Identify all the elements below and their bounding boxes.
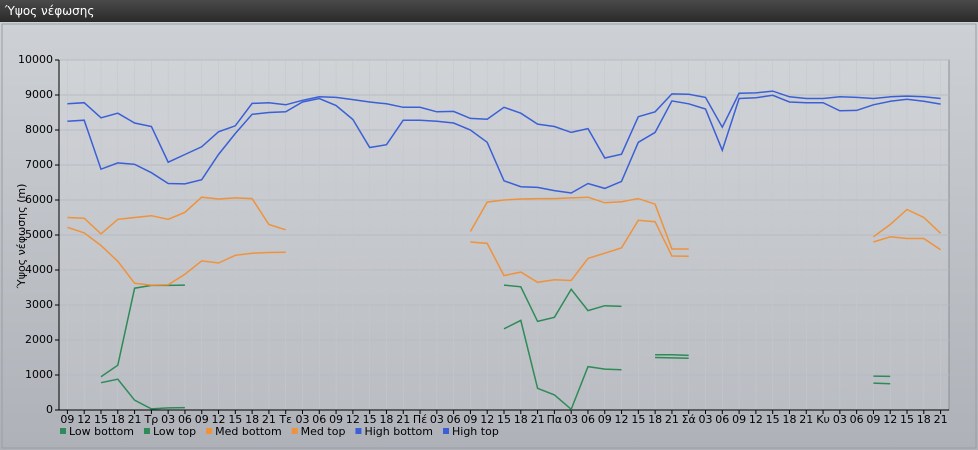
chart: Ύψος νέφωσης (m) 0 1000 2000 3000 4000 5000 60… [1, 23, 977, 449]
x-tick-label: 12 [77, 413, 91, 426]
x-tick-label: 03 [430, 413, 444, 426]
y-tick-label: 0 [46, 403, 53, 416]
y-tick-label: 1000 [25, 368, 53, 381]
x-tick-label: 09 [598, 413, 612, 426]
x-tick-label: 18 [782, 413, 796, 426]
x-tick-label: 15 [228, 413, 242, 426]
legend-label: High top [452, 425, 499, 438]
y-tick-label: 2000 [25, 333, 53, 346]
x-tick-label: 09 [732, 413, 746, 426]
x-tick-label: Τρ [144, 413, 159, 426]
x-tick-label: 21 [262, 413, 276, 426]
x-tick-label: 15 [363, 413, 377, 426]
y-tick-label: 6000 [25, 193, 53, 206]
legend-swatch [206, 428, 213, 434]
x-tick-label: 15 [900, 413, 914, 426]
x-tick-label: 09 [329, 413, 343, 426]
series-line [67, 94, 941, 194]
x-tick-label: 12 [346, 413, 360, 426]
x-tick-label: Κυ [816, 413, 830, 426]
y-tick-label: 10000 [18, 53, 53, 66]
x-tick-label: 15 [497, 413, 511, 426]
legend-label: High bottom [364, 425, 433, 438]
series-line [67, 196, 942, 250]
x-tick-label: 06 [581, 413, 595, 426]
legend-swatch [60, 428, 66, 434]
legend-swatch [143, 428, 150, 434]
x-tick-label: 18 [245, 413, 259, 426]
x-tick-label: 15 [631, 413, 645, 426]
x-tick-label: 06 [715, 413, 729, 426]
x-tick-label: 06 [447, 413, 461, 426]
x-tick-label: 12 [212, 413, 226, 426]
y-tick-label: 7000 [25, 158, 53, 171]
legend-swatch [355, 428, 362, 434]
x-tick-label: 12 [480, 413, 494, 426]
frame [1, 23, 977, 449]
x-tick-label: 03 [564, 413, 578, 426]
x-tick-label: 21 [128, 413, 142, 426]
x-tick-label: 15 [766, 413, 780, 426]
x-tick-label: Τε [278, 413, 292, 426]
x-tick-label: 03 [295, 413, 309, 426]
x-tick-label: 09 [60, 413, 74, 426]
x-tick-label: 03 [833, 413, 847, 426]
x-tick-label: 12 [883, 413, 897, 426]
x-tick-label: 18 [917, 413, 931, 426]
legend-label: Low top [153, 425, 196, 438]
legend-swatch [443, 428, 449, 434]
x-tick-label: 21 [934, 413, 948, 426]
series-line [100, 319, 891, 411]
x-tick-label: 06 [178, 413, 192, 426]
x-tick-label: 21 [665, 413, 679, 426]
y-tick-label: 5000 [25, 228, 53, 241]
title-bar: Ύψος νέφωσης [0, 0, 978, 22]
x-tick-label: 18 [514, 413, 528, 426]
legend-label: Med top [301, 425, 346, 438]
legend-label: Med bottom [215, 425, 282, 438]
y-tick-label: 4000 [25, 263, 53, 276]
x-tick-label: 21 [531, 413, 545, 426]
y-axis-label: Ύψος νέφωσης (m) [15, 184, 28, 290]
series-line [67, 90, 941, 164]
series-line [100, 284, 891, 378]
y-tick-label: 9000 [25, 88, 53, 101]
x-tick-label: 18 [111, 413, 125, 426]
x-tick-label: Σά [682, 413, 696, 426]
x-tick-label: 15 [94, 413, 108, 426]
x-tick-label: 09 [195, 413, 209, 426]
x-tick-label: 21 [799, 413, 813, 426]
x-tick-label: 21 [396, 413, 410, 426]
x-tick-label: 06 [850, 413, 864, 426]
x-tick-label: 18 [648, 413, 662, 426]
x-tick-label: Πέ [413, 413, 427, 426]
chart-title: Ύψος νέφωσης [5, 4, 95, 18]
legend-label: Low bottom [69, 425, 134, 438]
x-tick-label: 12 [749, 413, 763, 426]
x-tick-label: 09 [463, 413, 477, 426]
x-tick-label: 12 [615, 413, 629, 426]
x-tick-label: 18 [379, 413, 393, 426]
x-tick-label: 06 [312, 413, 326, 426]
x-tick-label: Πα [547, 413, 563, 426]
y-tick-label: 3000 [25, 298, 53, 311]
legend-swatch [291, 428, 298, 434]
y-tick-label: 8000 [25, 123, 53, 136]
series-line [67, 219, 942, 286]
x-tick-label: 03 [161, 413, 175, 426]
x-tick-label: 09 [866, 413, 880, 426]
x-tick-label: 03 [699, 413, 713, 426]
